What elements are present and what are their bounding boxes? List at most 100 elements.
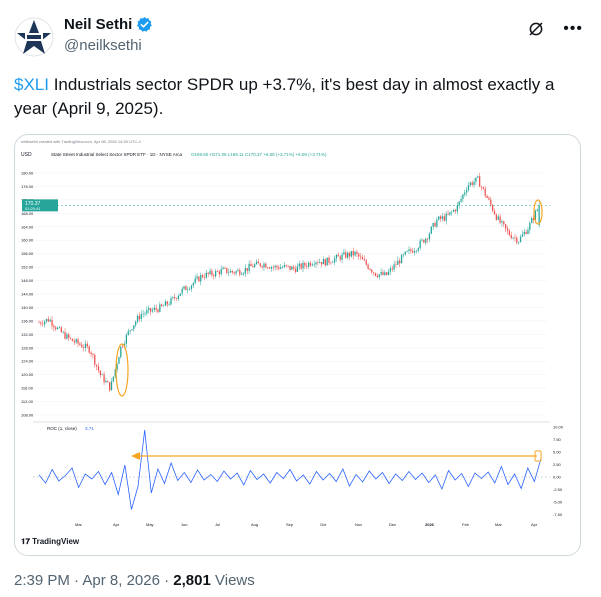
candle-body (69, 337, 72, 339)
instrument-title: State Street Industrial Select Sector SP… (51, 152, 183, 157)
candle-body (280, 267, 282, 269)
candle-body (261, 266, 263, 268)
candle-body (97, 366, 100, 371)
candle-body (187, 289, 189, 291)
candle-body (56, 327, 59, 330)
candle-body (75, 339, 77, 343)
candle-body (471, 182, 473, 185)
candle-body (62, 332, 64, 333)
candle-body (391, 268, 393, 270)
handle[interactable]: @neilksethi (64, 37, 142, 54)
candle-body (291, 266, 293, 270)
price-tick-label: 152.00 (21, 265, 34, 270)
tweet-body: Industrials sector SPDR up +3.7%, it's b… (14, 75, 555, 118)
price-tag-value: 170.37 (25, 201, 41, 207)
candle-body (499, 216, 501, 223)
candle-body (475, 177, 477, 182)
candle-body (157, 309, 159, 312)
candle-body (320, 262, 323, 265)
price-tag (22, 199, 58, 212)
candle-body (363, 259, 366, 261)
candle-body (92, 354, 94, 355)
candle-body (276, 265, 278, 268)
roc-arrow-head (131, 452, 140, 460)
candle-body (227, 272, 230, 274)
candle-body (138, 315, 141, 320)
verified-badge-icon (137, 17, 153, 32)
roc-tick-label: -5.00 (553, 500, 563, 505)
price-tick-label: 164.00 (21, 224, 34, 229)
candle-body (213, 275, 215, 277)
candle-body (95, 364, 98, 367)
candle-body (356, 251, 358, 254)
candle-body (428, 233, 431, 240)
display-name[interactable]: Neil Sethi (64, 16, 133, 33)
candle-body (196, 276, 198, 279)
candle-body (456, 205, 458, 212)
candle-body (278, 267, 280, 269)
candle-body (42, 323, 44, 325)
tradingview-logo: 𝟏𝟕 TradingView (21, 537, 79, 547)
price-tick-label: 148.00 (21, 278, 34, 283)
tweet-date[interactable]: Apr 8, 2026 (82, 572, 160, 589)
candle-body (432, 222, 434, 227)
candle-body (345, 252, 347, 258)
candle-body (239, 270, 241, 275)
grok-icon[interactable] (527, 20, 545, 38)
price-tick-label: 160.00 (21, 238, 34, 243)
candle-body (250, 263, 252, 267)
candle-body (525, 231, 527, 234)
price-axis: 180.00176.00172.00168.00164.00160.00156.… (21, 171, 34, 418)
candle-body (348, 252, 351, 257)
candle-body (64, 332, 66, 339)
candle-body (248, 263, 250, 271)
candle-body (200, 275, 202, 282)
candle-body (319, 262, 321, 263)
candle-body (214, 271, 217, 277)
candle-body (246, 268, 248, 271)
candle-body (283, 265, 286, 268)
candle-body (66, 334, 68, 339)
chart-image[interactable]: neilksethi created with TradingView.com,… (14, 134, 581, 556)
candle-body (164, 301, 167, 306)
candle-body (45, 318, 48, 322)
candle-body (332, 262, 334, 264)
candle-body (272, 266, 274, 268)
candle-body (449, 212, 451, 215)
candle-body (328, 257, 330, 263)
candle-body (495, 214, 498, 220)
candle-body (477, 176, 479, 178)
cashtag-link[interactable]: $XLI (14, 75, 49, 94)
roc-tick-label: 5.00 (553, 450, 562, 455)
candle-body (192, 282, 194, 286)
candle-body (263, 263, 265, 268)
views-count: 2,801 (173, 572, 211, 589)
candle-body (82, 347, 85, 348)
candle-body (40, 322, 42, 324)
time-tick-label: Nov (355, 522, 362, 527)
candle-body (73, 341, 75, 343)
tweet-time[interactable]: 2:39 PM (14, 572, 70, 589)
candle-body (346, 252, 349, 258)
candle-body (371, 269, 373, 273)
more-options-icon[interactable]: ••• (563, 20, 583, 37)
price-tick-label: 168.00 (21, 211, 34, 216)
tweet-text: $XLI Industrials sector SPDR up +3.7%, i… (14, 73, 584, 121)
avatar[interactable] (14, 17, 54, 57)
candle-body (71, 338, 74, 342)
candle-body (68, 334, 70, 338)
time-tick-label: Mar (75, 522, 83, 527)
candle-body (293, 266, 295, 269)
candle-body (211, 270, 213, 276)
candle-body (430, 226, 432, 234)
candle-body (486, 195, 488, 198)
candle-body (374, 272, 377, 276)
candle-body (512, 237, 514, 239)
candle-body (441, 216, 444, 219)
time-axis: Mar Apr May Jun Jul Aug Sep Oct Nov Dec 2026 Feb Mar… (75, 522, 538, 527)
time-tick-label: Feb (462, 522, 470, 527)
candle-body (423, 239, 425, 243)
chart-watermark: neilksethi created with TradingView.com,… (21, 139, 142, 144)
candle-body (168, 304, 170, 305)
candle-body (311, 264, 313, 266)
